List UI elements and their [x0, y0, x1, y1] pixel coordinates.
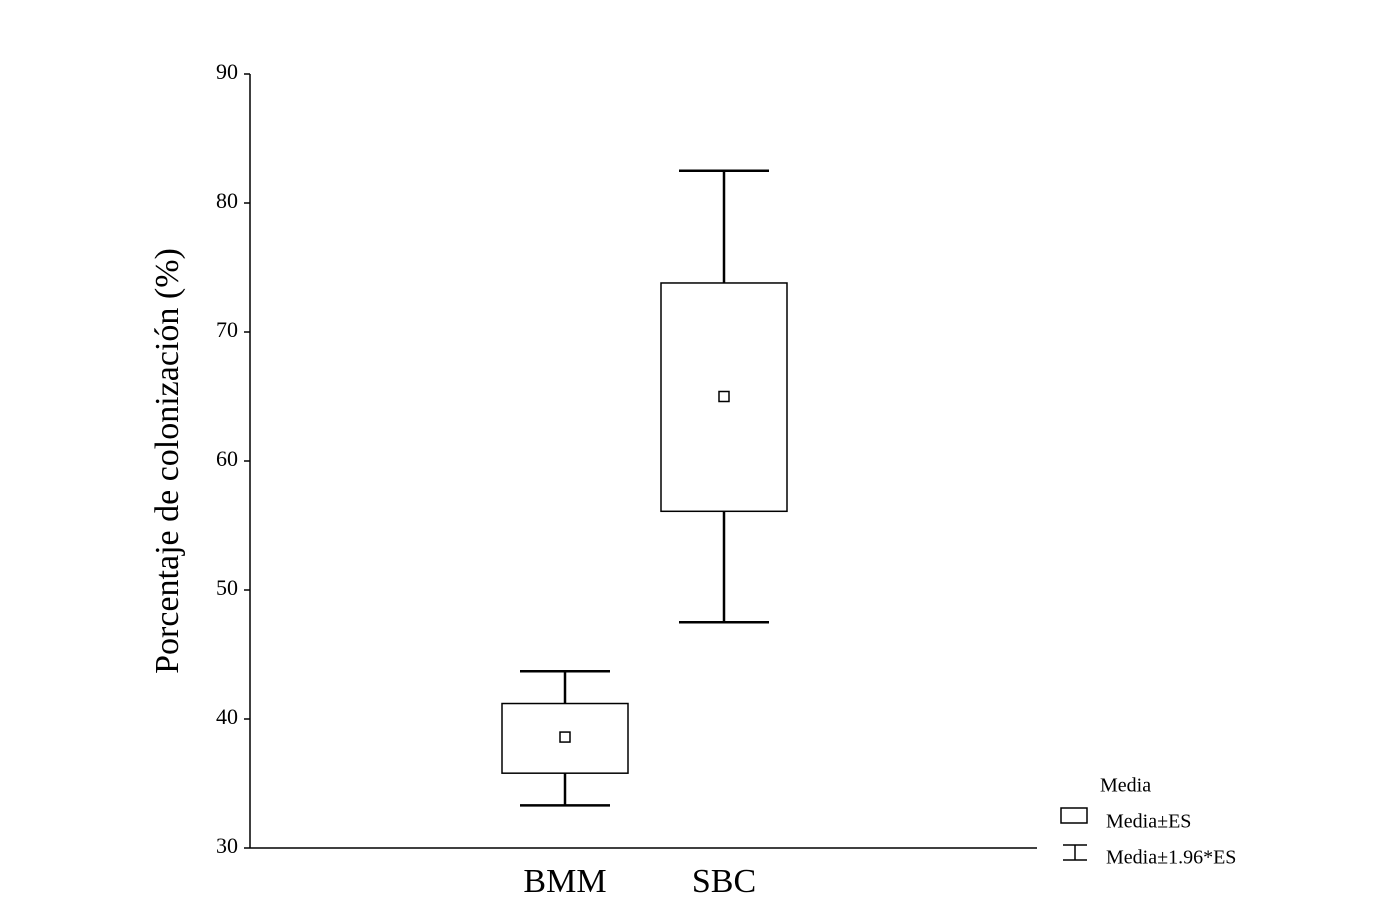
y-tick-label: 40 — [216, 704, 238, 729]
x-tick-label: BMM — [523, 863, 606, 900]
y-tick-label: 70 — [216, 317, 238, 342]
mean-marker — [718, 390, 730, 403]
y-axis-label: Porcentaje de colonización (%) — [149, 248, 186, 674]
mean-marker — [559, 731, 571, 743]
legend-title: Media — [1100, 775, 1151, 797]
legend-label: Media±1.96*ES — [1106, 847, 1236, 869]
y-tick-label: 50 — [216, 575, 238, 600]
y-tick-label: 80 — [216, 188, 238, 213]
y-tick-label: 30 — [216, 833, 238, 858]
x-tick-label: SBC — [692, 863, 756, 900]
legend-whisker-icon — [1063, 844, 1087, 861]
y-tick-label: 60 — [216, 446, 238, 471]
y-tick-label: 90 — [216, 59, 238, 84]
legend-box-icon — [1060, 807, 1088, 824]
legend-label: Media±ES — [1106, 811, 1191, 833]
